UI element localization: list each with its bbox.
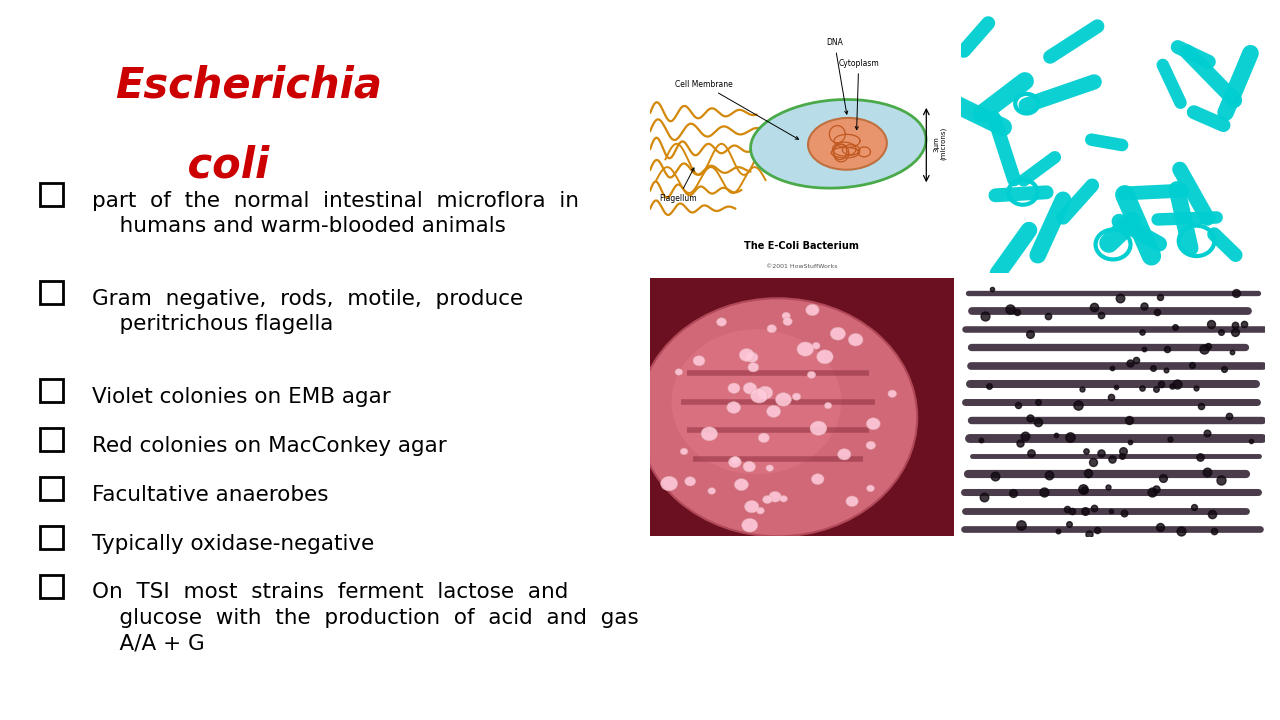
Circle shape <box>728 383 740 393</box>
Circle shape <box>765 465 773 472</box>
Circle shape <box>745 500 759 513</box>
Circle shape <box>867 441 876 449</box>
FancyBboxPatch shape <box>40 281 63 304</box>
Circle shape <box>685 477 695 486</box>
Circle shape <box>758 386 773 400</box>
Circle shape <box>849 333 863 346</box>
Circle shape <box>846 496 858 507</box>
Circle shape <box>741 518 758 532</box>
Circle shape <box>888 390 896 397</box>
Text: part  of  the  normal  intestinal  microflora  in
    humans and warm-blooded an: part of the normal intestinal microflora… <box>92 191 579 236</box>
Circle shape <box>708 487 716 494</box>
Circle shape <box>672 329 841 474</box>
Text: Cytoplasm: Cytoplasm <box>838 59 879 130</box>
Circle shape <box>797 342 814 356</box>
Circle shape <box>769 492 781 502</box>
Circle shape <box>792 393 801 400</box>
Circle shape <box>750 389 768 403</box>
Circle shape <box>782 312 790 320</box>
Text: Violet colonies on EMB agar: Violet colonies on EMB agar <box>92 387 390 407</box>
FancyBboxPatch shape <box>40 526 63 549</box>
Text: Cell Membrane: Cell Membrane <box>675 80 799 139</box>
Circle shape <box>639 298 918 536</box>
Circle shape <box>731 456 740 464</box>
Text: Red colonies on MacConkey agar: Red colonies on MacConkey agar <box>92 436 447 456</box>
Circle shape <box>867 485 874 492</box>
Circle shape <box>728 456 741 467</box>
Text: Typically oxidase-negative: Typically oxidase-negative <box>92 534 375 554</box>
Text: The E-Coli Bacterium: The E-Coli Bacterium <box>745 241 859 251</box>
Text: 3µm
(microns): 3µm (microns) <box>933 127 947 161</box>
Circle shape <box>763 495 772 503</box>
Ellipse shape <box>808 118 887 170</box>
Circle shape <box>767 405 781 418</box>
Circle shape <box>783 318 792 325</box>
Circle shape <box>824 402 832 409</box>
Circle shape <box>701 427 717 441</box>
Circle shape <box>837 449 851 460</box>
FancyBboxPatch shape <box>40 477 63 500</box>
Circle shape <box>812 474 824 485</box>
Text: Facultative anaerobes: Facultative anaerobes <box>92 485 329 505</box>
FancyBboxPatch shape <box>40 379 63 402</box>
Circle shape <box>756 508 764 514</box>
Circle shape <box>767 325 777 333</box>
Circle shape <box>831 327 846 340</box>
Circle shape <box>675 369 682 375</box>
Circle shape <box>808 372 815 378</box>
Text: On  TSI  most  strains  ferment  lactose  and
    glucose  with  the  production: On TSI most strains ferment lactose and … <box>92 582 639 654</box>
Circle shape <box>867 418 881 430</box>
Circle shape <box>746 352 758 362</box>
Circle shape <box>810 421 827 436</box>
Circle shape <box>717 318 727 326</box>
Text: coli: coli <box>115 144 270 186</box>
Circle shape <box>758 433 769 443</box>
FancyBboxPatch shape <box>40 183 63 206</box>
Circle shape <box>748 363 759 372</box>
Circle shape <box>735 479 749 490</box>
Circle shape <box>817 350 833 364</box>
Circle shape <box>680 449 687 455</box>
Text: ©2001 HowStuffWorks: ©2001 HowStuffWorks <box>767 264 837 269</box>
FancyBboxPatch shape <box>40 428 63 451</box>
Circle shape <box>780 495 787 502</box>
Circle shape <box>806 305 819 315</box>
FancyBboxPatch shape <box>40 575 63 598</box>
Circle shape <box>744 382 756 394</box>
Circle shape <box>727 402 741 413</box>
FancyBboxPatch shape <box>650 277 954 536</box>
Circle shape <box>692 356 705 366</box>
Text: Flagellum: Flagellum <box>659 168 698 203</box>
Circle shape <box>660 477 677 491</box>
Circle shape <box>739 348 754 361</box>
Circle shape <box>744 462 755 472</box>
Text: Gram  negative,  rods,  motile,  produce
    peritrichous flagella: Gram negative, rods, motile, produce per… <box>92 289 524 334</box>
Text: DNA: DNA <box>826 38 847 114</box>
Circle shape <box>812 343 820 349</box>
Text: Escherichia: Escherichia <box>115 65 383 107</box>
Ellipse shape <box>750 99 925 188</box>
Circle shape <box>776 392 791 406</box>
